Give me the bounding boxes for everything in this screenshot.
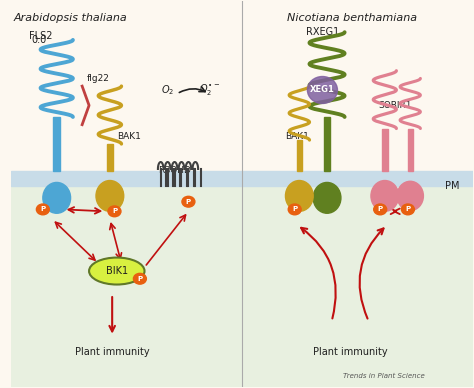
Bar: [10, 186, 473, 386]
Text: Plant immunity: Plant immunity: [313, 347, 387, 357]
Text: P: P: [292, 206, 297, 212]
Text: RXEG1: RXEG1: [306, 27, 339, 37]
Text: flg22: flg22: [87, 74, 109, 83]
Text: $O_2$: $O_2$: [161, 83, 174, 97]
Text: RBOHD: RBOHD: [158, 166, 191, 175]
Text: 0.0: 0.0: [31, 35, 46, 45]
Bar: [408, 128, 413, 171]
Circle shape: [182, 196, 195, 207]
Ellipse shape: [313, 182, 341, 213]
Bar: [297, 140, 302, 171]
Bar: [10, 2, 473, 171]
Ellipse shape: [397, 181, 423, 211]
Text: Nicotiana benthamiana: Nicotiana benthamiana: [287, 13, 418, 23]
Text: PM: PM: [445, 181, 459, 191]
Text: P: P: [137, 276, 143, 282]
Text: Plant immunity: Plant immunity: [75, 347, 149, 357]
Text: P: P: [378, 206, 383, 212]
Text: P: P: [186, 199, 191, 205]
Ellipse shape: [285, 180, 313, 211]
Text: SOBIR1: SOBIR1: [378, 101, 411, 110]
Bar: [107, 144, 113, 171]
Bar: [53, 117, 60, 171]
Circle shape: [401, 204, 414, 215]
Ellipse shape: [43, 182, 71, 213]
Circle shape: [108, 206, 121, 217]
Text: Trends in Plant Science: Trends in Plant Science: [343, 373, 425, 379]
Bar: [10, 171, 473, 186]
Text: XEG1: XEG1: [310, 85, 335, 95]
Circle shape: [288, 204, 301, 215]
Text: BAK1: BAK1: [117, 132, 141, 141]
Text: P: P: [405, 206, 410, 212]
Text: BAK1: BAK1: [285, 132, 310, 141]
Bar: [324, 117, 330, 171]
Ellipse shape: [96, 180, 124, 211]
Text: FLS2: FLS2: [29, 31, 53, 41]
Circle shape: [374, 204, 387, 215]
Text: BIK1: BIK1: [106, 266, 128, 276]
Circle shape: [36, 204, 49, 215]
Ellipse shape: [308, 76, 337, 104]
Bar: [382, 128, 388, 171]
Circle shape: [133, 274, 146, 284]
Text: $O_2^{\bullet -}$: $O_2^{\bullet -}$: [199, 83, 220, 97]
Text: P: P: [40, 206, 46, 212]
Text: P: P: [112, 208, 117, 214]
Text: Arabidopsis thaliana: Arabidopsis thaliana: [14, 13, 128, 23]
Ellipse shape: [371, 180, 399, 211]
Ellipse shape: [89, 258, 145, 284]
